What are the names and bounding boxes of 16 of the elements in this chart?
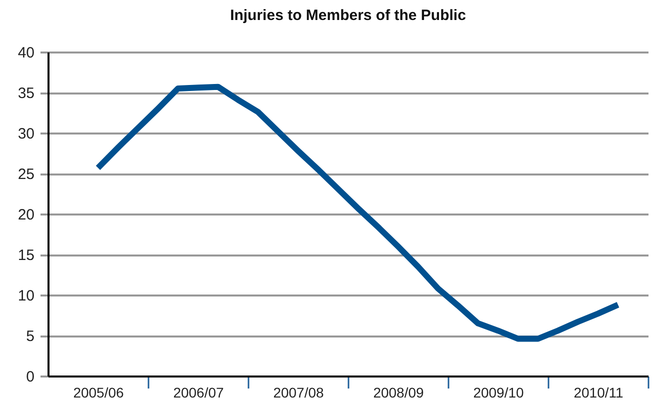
x-tick-label: 2010/11: [574, 384, 624, 400]
y-tick-label: 40: [18, 44, 34, 62]
y-tick-label: 5: [26, 328, 34, 345]
y-tick-label: 10: [18, 288, 34, 304]
chart-title: Injuries to Members of the Public: [230, 7, 466, 24]
x-tick-label: 2007/08: [273, 384, 324, 400]
x-tick-label: 2006/07: [173, 384, 224, 400]
y-tick-label: 20: [18, 206, 34, 224]
y-tick-label: 15: [18, 247, 34, 264]
y-tick-label: 0: [26, 368, 34, 386]
y-tick-label: 25: [18, 166, 34, 183]
x-tick-label: 2005/06: [73, 384, 124, 400]
y-tick-label: 30: [18, 126, 34, 142]
y-tick-label: 35: [18, 85, 34, 102]
x-tick-label: 2009/10: [473, 384, 524, 400]
x-tick-label: 2008/09: [373, 384, 424, 400]
